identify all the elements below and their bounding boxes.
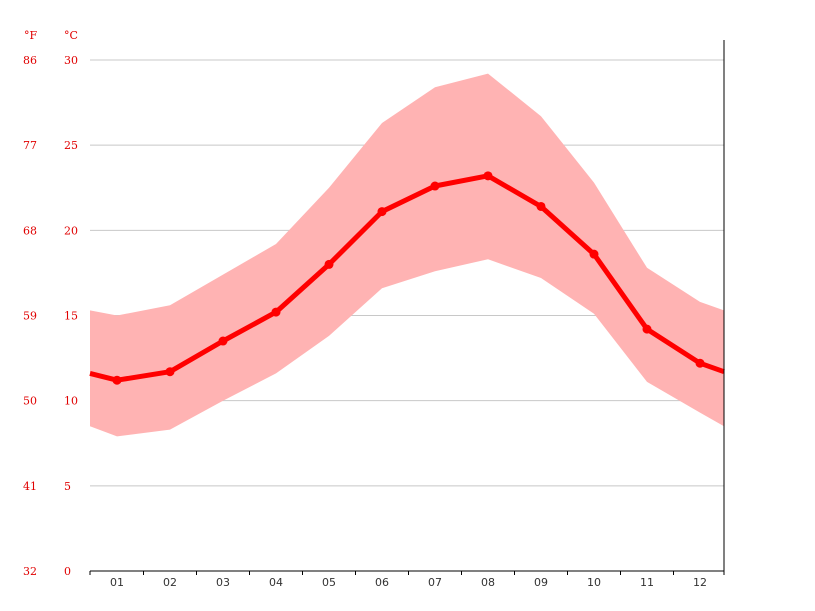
y-tick-fahrenheit: 86 <box>23 54 37 67</box>
y-tick-fahrenheit: 59 <box>23 310 37 323</box>
mean-point <box>536 201 546 211</box>
temperature-range-band <box>90 73 724 437</box>
x-tick-label: 07 <box>428 576 442 589</box>
mean-point <box>695 358 705 368</box>
unit-label-fahrenheit: °F <box>24 29 38 42</box>
x-tick-label: 04 <box>269 576 283 589</box>
axes <box>89 40 725 575</box>
y-tick-fahrenheit: 41 <box>23 480 37 493</box>
min-max-range-area <box>90 73 724 437</box>
mean-point <box>271 307 281 317</box>
mean-point <box>589 249 599 259</box>
x-tick-label: 12 <box>693 576 707 589</box>
x-tick-label: 10 <box>587 576 601 589</box>
y-tick-fahrenheit: 77 <box>23 139 37 152</box>
mean-point <box>165 367 175 377</box>
x-tick-label: 03 <box>216 576 230 589</box>
y-tick-celsius: 10 <box>64 395 78 408</box>
y-tick-celsius: 0 <box>64 565 71 578</box>
mean-point <box>642 324 652 334</box>
y-tick-celsius: 25 <box>64 139 78 152</box>
x-tick-label: 05 <box>322 576 336 589</box>
mean-temperature-line <box>89 171 725 385</box>
y-tick-celsius: 30 <box>64 54 78 67</box>
y-tick-celsius: 15 <box>64 310 78 323</box>
x-tick-label: 06 <box>375 576 389 589</box>
mean-point <box>430 181 440 191</box>
x-tick-label: 01 <box>110 576 124 589</box>
x-tick-label: 11 <box>640 576 654 589</box>
tick-labels: °F °C 86 30 77 25 68 20 59 15 50 10 41 5 32 0 01 02 03 04… <box>23 29 707 589</box>
x-tick-label: 08 <box>481 576 495 589</box>
mean-point <box>112 375 122 385</box>
x-tick-label: 02 <box>163 576 177 589</box>
y-tick-fahrenheit: 68 <box>23 224 37 237</box>
mean-point <box>377 207 387 217</box>
y-tick-celsius: 5 <box>64 480 71 493</box>
y-tick-celsius: 20 <box>64 224 78 237</box>
unit-label-celsius: °C <box>64 29 78 42</box>
mean-point <box>324 259 334 269</box>
mean-point <box>218 336 228 346</box>
mean-line-path <box>89 173 725 383</box>
mean-point <box>483 171 493 181</box>
x-tick-label: 09 <box>534 576 548 589</box>
y-tick-fahrenheit: 32 <box>23 565 37 578</box>
y-tick-fahrenheit: 50 <box>23 395 37 408</box>
